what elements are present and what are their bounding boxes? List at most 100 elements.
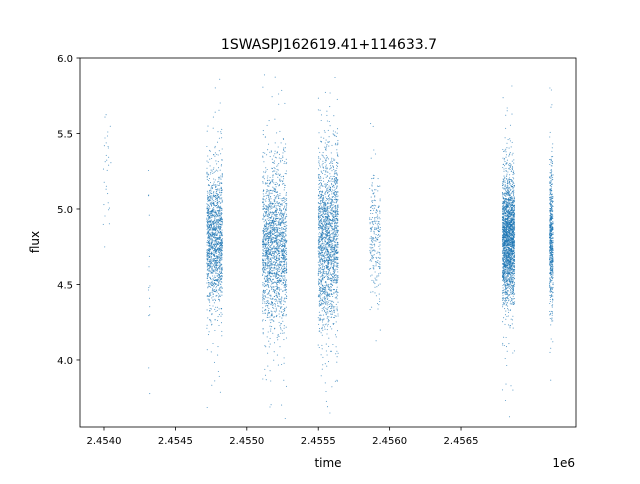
data-point bbox=[337, 279, 339, 281]
data-point bbox=[332, 235, 334, 237]
data-point bbox=[214, 185, 217, 187]
data-point bbox=[321, 172, 324, 175]
data-point bbox=[318, 182, 321, 185]
data-point bbox=[215, 306, 217, 308]
data-point bbox=[324, 324, 326, 326]
data-point bbox=[212, 264, 214, 266]
data-point bbox=[268, 198, 271, 200]
data-point bbox=[275, 316, 277, 318]
data-point bbox=[318, 304, 320, 306]
data-point bbox=[329, 162, 331, 165]
data-point bbox=[276, 202, 278, 204]
data-point bbox=[319, 296, 321, 298]
data-point bbox=[262, 285, 264, 287]
data-point bbox=[215, 239, 217, 241]
data-point bbox=[208, 255, 210, 258]
data-point bbox=[326, 168, 328, 170]
data-point bbox=[262, 328, 264, 330]
data-point bbox=[326, 325, 329, 327]
data-point bbox=[266, 293, 268, 295]
data-point bbox=[267, 313, 269, 315]
data-point bbox=[283, 183, 285, 185]
data-point bbox=[325, 300, 327, 302]
data-point bbox=[321, 321, 324, 323]
data-point bbox=[318, 132, 320, 134]
data-point bbox=[335, 346, 337, 348]
data-point bbox=[321, 194, 323, 196]
data-point bbox=[281, 248, 283, 250]
data-point bbox=[327, 232, 329, 234]
data-point bbox=[208, 230, 210, 232]
data-point bbox=[275, 269, 277, 271]
data-point bbox=[272, 213, 274, 215]
data-point bbox=[268, 266, 270, 268]
data-point bbox=[215, 184, 217, 186]
data-point bbox=[328, 303, 330, 306]
data-point bbox=[216, 280, 218, 282]
data-point bbox=[216, 213, 218, 215]
data-point bbox=[207, 213, 209, 215]
data-point bbox=[217, 269, 219, 271]
data-point bbox=[278, 264, 280, 266]
data-point bbox=[278, 245, 281, 247]
data-point bbox=[262, 273, 264, 275]
data-point bbox=[267, 204, 269, 206]
data-point bbox=[331, 199, 334, 201]
data-point bbox=[262, 319, 264, 321]
data-point bbox=[335, 142, 337, 144]
data-point bbox=[331, 294, 333, 296]
data-point bbox=[321, 344, 323, 346]
data-point bbox=[273, 268, 275, 270]
data-point bbox=[210, 224, 213, 226]
data-point bbox=[284, 211, 286, 213]
data-point bbox=[321, 327, 323, 329]
data-point bbox=[268, 281, 270, 284]
data-point bbox=[218, 223, 221, 225]
data-point bbox=[272, 278, 274, 281]
data-point bbox=[275, 215, 277, 217]
data-point bbox=[281, 297, 283, 299]
data-point bbox=[206, 145, 208, 148]
data-point bbox=[330, 187, 332, 189]
data-point bbox=[322, 163, 324, 165]
data-point bbox=[284, 417, 286, 420]
data-point bbox=[327, 323, 329, 325]
data-point bbox=[280, 211, 282, 213]
data-point bbox=[282, 176, 284, 178]
data-point bbox=[326, 144, 328, 146]
data-point bbox=[319, 175, 322, 178]
data-point bbox=[333, 201, 335, 203]
data-point bbox=[326, 114, 328, 116]
data-point bbox=[266, 247, 268, 249]
data-point bbox=[273, 221, 275, 223]
data-point bbox=[219, 270, 221, 272]
data-point bbox=[218, 217, 220, 219]
data-point bbox=[209, 319, 211, 321]
data-point bbox=[322, 160, 324, 162]
data-point bbox=[285, 207, 287, 210]
data-point bbox=[284, 286, 287, 289]
data-point bbox=[328, 195, 330, 197]
data-point bbox=[331, 157, 333, 159]
data-point bbox=[282, 137, 284, 140]
data-point bbox=[210, 351, 212, 353]
data-point bbox=[273, 264, 275, 266]
data-point bbox=[276, 337, 278, 339]
data-point bbox=[325, 294, 327, 296]
data-point bbox=[263, 268, 265, 270]
data-point bbox=[282, 275, 285, 277]
data-point bbox=[283, 255, 285, 257]
data-point bbox=[263, 228, 265, 230]
data-point bbox=[210, 259, 212, 261]
data-point bbox=[327, 286, 330, 288]
data-point bbox=[276, 152, 278, 154]
data-point bbox=[283, 244, 285, 246]
data-point bbox=[323, 170, 325, 172]
data-point bbox=[335, 214, 337, 216]
data-point bbox=[326, 254, 329, 256]
data-point bbox=[285, 234, 287, 236]
data-point bbox=[323, 299, 326, 301]
data-point bbox=[326, 157, 328, 159]
data-point bbox=[209, 301, 211, 303]
data-point bbox=[212, 184, 214, 186]
